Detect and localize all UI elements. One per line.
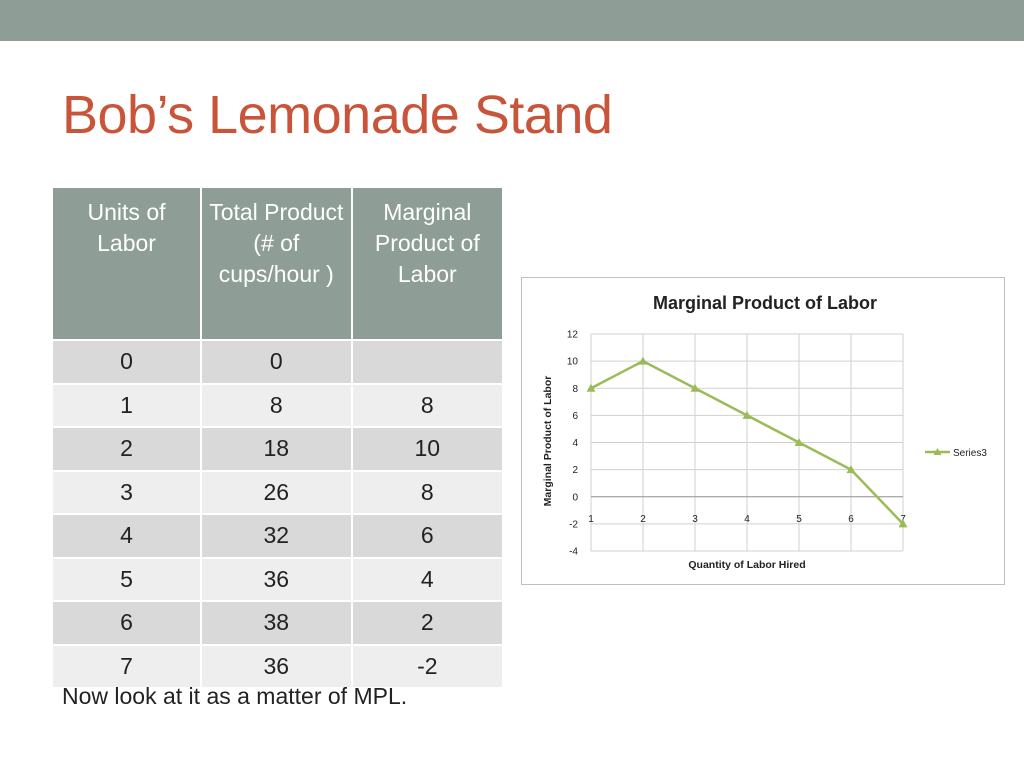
y-tick-label: 2: [572, 465, 578, 476]
data-point-marker: [586, 383, 596, 392]
cell-marginal-product: 8: [350, 469, 505, 515]
cell-labor: 2: [50, 426, 203, 472]
y-tick-label: 6: [572, 411, 578, 422]
y-tick-labels: 12 10 8 6 4 2 0 -2 -4: [567, 330, 579, 558]
cell-total-product: 36: [200, 556, 353, 602]
header-total-product: Total Product (# of cups/hour ): [200, 186, 353, 341]
header-marginal-product: Marginal Product of Labor: [350, 186, 505, 341]
table-row: 6 38 2: [50, 600, 505, 646]
x-tick-labels: 1 2 3 4 5 6 7: [588, 514, 906, 525]
y-tick-label: 10: [567, 357, 579, 368]
y-tick-label: 0: [572, 492, 578, 503]
cell-total-product: 8: [200, 382, 353, 428]
cell-total-product: 36: [200, 643, 353, 689]
y-tick-label: 8: [572, 384, 578, 395]
x-tick-label: 4: [744, 514, 750, 525]
table-row: 0 0: [50, 339, 505, 385]
cell-marginal-product: 8: [350, 382, 505, 428]
data-point-marker: [794, 438, 804, 446]
table-row: 4 32 6: [50, 513, 505, 559]
data-point-marker: [690, 383, 700, 392]
cell-labor: 5: [50, 556, 203, 602]
cell-total-product: 26: [200, 469, 353, 515]
slide-title: Bob’s Lemonade Stand: [62, 85, 613, 145]
table-row: 3 26 8: [50, 469, 505, 515]
cell-total-product: 0: [200, 339, 353, 385]
header-units-of-labor: Units of Labor: [50, 186, 203, 341]
table-header-row: Units of Labor Total Product (# of cups/…: [50, 186, 505, 341]
data-point-marker: [638, 356, 648, 365]
legend-series-label: Series3: [953, 448, 987, 459]
cell-marginal-product: -2: [350, 643, 505, 689]
cell-labor: 1: [50, 382, 203, 428]
y-tick-label: 12: [567, 330, 579, 341]
y-tick-label: -2: [569, 519, 578, 530]
y-axis-label: Marginal Product of Labor: [542, 376, 554, 507]
x-tick-label: 7: [900, 514, 906, 525]
series-layer: [586, 356, 908, 528]
y-tick-label: 4: [572, 438, 578, 449]
data-point-marker: [846, 465, 856, 474]
table-row: 5 36 4: [50, 556, 505, 602]
x-tick-label: 3: [692, 514, 698, 525]
top-accent-bar: [0, 0, 1024, 41]
cell-marginal-product: 2: [350, 600, 505, 646]
cell-marginal-product: 10: [350, 426, 505, 472]
cell-marginal-product: 4: [350, 556, 505, 602]
x-tick-label: 5: [796, 514, 802, 525]
legend: Series3: [925, 448, 987, 459]
cell-marginal-product: 6: [350, 513, 505, 559]
data-point-marker: [898, 519, 908, 528]
table-row: 7 36 -2: [50, 643, 505, 689]
cell-labor: 0: [50, 339, 203, 385]
mpl-chart: Marginal Product of Labor 12 10 8 6 4 2 0 -2 -4 …: [521, 277, 1005, 585]
cell-labor: 7: [50, 643, 203, 689]
data-point-marker: [742, 410, 752, 419]
y-tick-label: -4: [569, 547, 578, 558]
cell-total-product: 32: [200, 513, 353, 559]
chart-svg: Marginal Product of Labor 121086420-2-4 …: [542, 293, 987, 571]
x-tick-label: 1: [588, 514, 594, 525]
cell-marginal-product: [350, 339, 505, 385]
table-row: 1 8 8: [50, 382, 505, 428]
cell-labor: 4: [50, 513, 203, 559]
cell-total-product: 38: [200, 600, 353, 646]
cell-labor: 6: [50, 600, 203, 646]
x-tick-label: 2: [640, 514, 646, 525]
x-tick-label: 6: [848, 514, 854, 525]
cell-total-product: 18: [200, 426, 353, 472]
production-table: Units of Labor Total Product (# of cups/…: [50, 186, 505, 689]
cell-labor: 3: [50, 469, 203, 515]
chart-title: Marginal Product of Labor: [653, 293, 877, 313]
x-axis-label: Quantity of Labor Hired: [688, 559, 805, 571]
slide-caption: Now look at it as a matter of MPL.: [62, 683, 408, 709]
table-row: 2 18 10: [50, 426, 505, 472]
legend-marker: [933, 448, 942, 455]
